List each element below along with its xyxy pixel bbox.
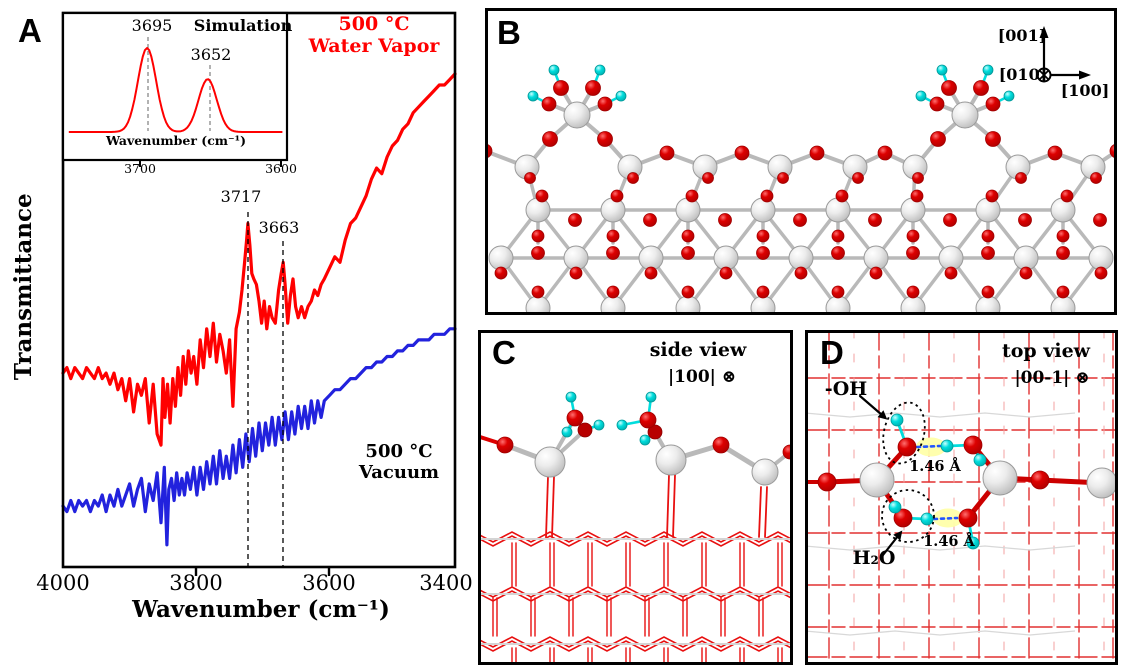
x-axis-label: Wavenumber (cm⁻¹)	[132, 596, 390, 623]
inset-title: Simulation	[193, 16, 293, 35]
inset-x-tick-label: 3700	[124, 161, 156, 176]
orientation-label-00-1: |00-1| ⊗	[1014, 368, 1090, 388]
peak-annotation-3717: 3717	[220, 187, 262, 206]
peak-annotation-3663: 3663	[258, 218, 300, 237]
panel-c-letter: C	[492, 334, 516, 371]
vacuum-label-line1: 500 °C	[365, 441, 433, 462]
bond-length-label-top: 1.46 Å	[909, 458, 961, 475]
h2o-annotation-label: H₂O	[852, 547, 896, 569]
top-view-label: top view	[1001, 340, 1091, 362]
panel-c-structure	[478, 330, 793, 665]
axis-label-001: [001]	[997, 26, 1047, 45]
x-tick-label: 4000	[36, 571, 90, 595]
panel-d-letter: D	[820, 334, 844, 371]
panel-a-letter: A	[18, 12, 42, 49]
panel-b-letter: B	[497, 14, 521, 51]
inset-frame	[61, 11, 289, 162]
oh-annotation-label: -OH	[824, 378, 868, 400]
water-vapor-label-line2: Water Vapor	[308, 35, 440, 57]
side-view-label: side view	[649, 339, 747, 361]
panel-b-structure	[485, 8, 1117, 315]
axis-label-100: [100]	[1060, 81, 1110, 100]
x-tick-label: 3400	[419, 571, 473, 595]
y-axis-label: Transmittance	[9, 193, 37, 381]
water-vapor-label-line1: 500 °C	[338, 13, 410, 35]
axis-label-010: [010]	[998, 65, 1048, 84]
orientation-label-100: |100| ⊗	[667, 367, 737, 387]
inset-peak-label-3652: 3652	[190, 45, 232, 64]
x-tick-label: 3800	[169, 571, 223, 595]
inset-x-axis-label: Wavenumber (cm⁻¹)	[105, 133, 247, 148]
panel-d-structure	[805, 330, 1118, 665]
vacuum-label-line2: Vacuum	[358, 462, 440, 483]
inset-peak-label-3695: 3695	[131, 16, 173, 35]
inset-x-tick-label: 3600	[265, 161, 297, 176]
panel-a-spectrum-plot	[61, 11, 457, 576]
x-tick-label: 3600	[302, 571, 356, 595]
bond-length-label-bottom: 1.46 Å	[923, 533, 975, 550]
